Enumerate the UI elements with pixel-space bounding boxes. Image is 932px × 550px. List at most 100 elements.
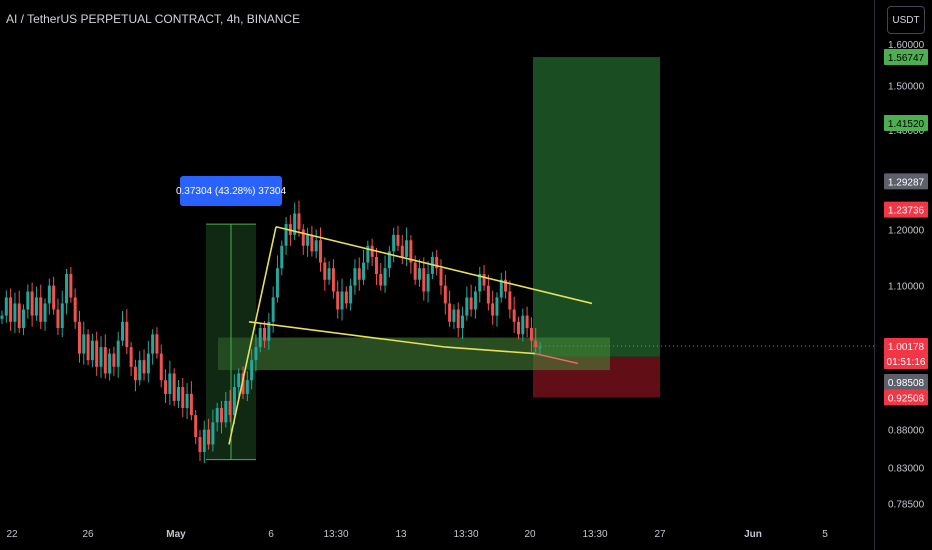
candle-body — [448, 303, 452, 322]
candle-body — [521, 315, 525, 335]
candle-body — [60, 303, 64, 329]
candle-body — [336, 291, 340, 310]
candle-body — [271, 297, 275, 322]
candle-body — [211, 422, 215, 445]
candle-body — [529, 328, 533, 341]
price-tick: 1.10000 — [888, 282, 925, 293]
candle-body — [241, 373, 245, 394]
candle-body — [508, 291, 512, 310]
time-tick: 13:30 — [453, 529, 478, 540]
trendline-upper — [275, 225, 593, 305]
price-badge — [884, 49, 928, 66]
candle-body — [400, 245, 404, 257]
candle-body — [22, 309, 26, 329]
candle-body — [297, 213, 301, 230]
candle-body — [250, 360, 254, 381]
currency-button[interactable]: USDT — [887, 6, 925, 34]
candle-body — [125, 321, 129, 348]
time-tick: 13 — [395, 529, 407, 540]
candle-body — [306, 234, 310, 246]
candle-body — [495, 297, 499, 316]
candle-body — [396, 234, 400, 246]
price-tick: 1.60000 — [888, 40, 925, 51]
candle-body — [189, 393, 193, 416]
candle-body — [13, 303, 17, 322]
candle-body — [77, 321, 81, 354]
price-badge — [884, 389, 928, 406]
measure-label: 0.37304 (43.28%) 37304 — [176, 176, 286, 206]
time-tick: 20 — [524, 529, 536, 540]
candle-body — [478, 273, 482, 292]
candle-body — [461, 315, 465, 329]
candle-body — [99, 347, 103, 367]
candle-body — [0, 315, 4, 319]
candles-layer — [0, 200, 542, 464]
candle-body — [263, 328, 267, 341]
time-tick: 5 — [822, 529, 828, 540]
zones-layer — [206, 57, 660, 461]
candle-body — [47, 285, 51, 304]
candle-body — [318, 240, 322, 263]
candle-body — [426, 273, 430, 292]
time-tick: 26 — [82, 529, 94, 540]
candle-body — [224, 400, 228, 423]
price-badges: 1.56747 1.41520 1.29287 1.23736 1.00178 01:51… — [884, 49, 928, 406]
price-badge-label: 1.56747 — [888, 53, 925, 64]
candle-body — [258, 328, 262, 348]
candle-body — [512, 309, 516, 322]
candle-body — [344, 291, 348, 304]
candle-body — [538, 347, 542, 349]
candle-body — [65, 273, 69, 304]
candle-body — [323, 262, 327, 280]
price-badge — [884, 114, 928, 131]
price-badge — [884, 337, 928, 354]
candle-body — [159, 353, 163, 381]
price-badge-label: 1.41520 — [888, 119, 925, 130]
price-badge — [884, 173, 928, 190]
candle-body — [56, 309, 60, 329]
price-tick: 0.88000 — [888, 426, 925, 437]
price-badge-label: 0.92508 — [888, 393, 925, 404]
price-badge-label: 01:51:16 — [887, 357, 926, 368]
axis-separator — [874, 0, 875, 550]
price-tick: 1.40000 — [888, 126, 925, 137]
candle-body — [504, 279, 508, 292]
time-tick: 27 — [654, 529, 666, 540]
candle-body — [392, 234, 396, 252]
candle-body — [129, 347, 133, 367]
candle-body — [164, 380, 168, 394]
candle-body — [439, 268, 443, 286]
candle-body — [133, 366, 137, 381]
candle-body — [435, 256, 439, 269]
price-badge-label: 0.98508 — [888, 378, 925, 389]
candle-body — [491, 303, 495, 316]
candle-body — [456, 309, 460, 329]
candle-body — [103, 347, 107, 374]
candle-body — [280, 245, 284, 269]
candle-body — [142, 360, 146, 374]
price-tick: 1.50000 — [888, 81, 925, 92]
candle-body — [473, 291, 477, 310]
candle-body — [465, 297, 469, 316]
price-badge — [884, 352, 928, 369]
candle-body — [39, 297, 43, 322]
candle-body — [90, 340, 94, 361]
candle-body — [379, 273, 383, 286]
candle-body — [443, 285, 447, 304]
candle-body — [314, 240, 318, 252]
candle-body — [422, 268, 426, 292]
candle-body — [34, 297, 38, 316]
candle-body — [4, 297, 8, 316]
candle-body — [499, 279, 503, 298]
candle-body — [469, 297, 473, 310]
candle-body — [215, 407, 219, 423]
candle-body — [121, 321, 125, 341]
candle-body — [108, 353, 112, 374]
candle-body — [267, 321, 271, 341]
candle-body — [202, 429, 206, 452]
projection-line — [534, 352, 579, 365]
candle-body — [331, 268, 335, 292]
time-tick: 13:30 — [582, 529, 607, 540]
time-tick: 6 — [268, 529, 274, 540]
